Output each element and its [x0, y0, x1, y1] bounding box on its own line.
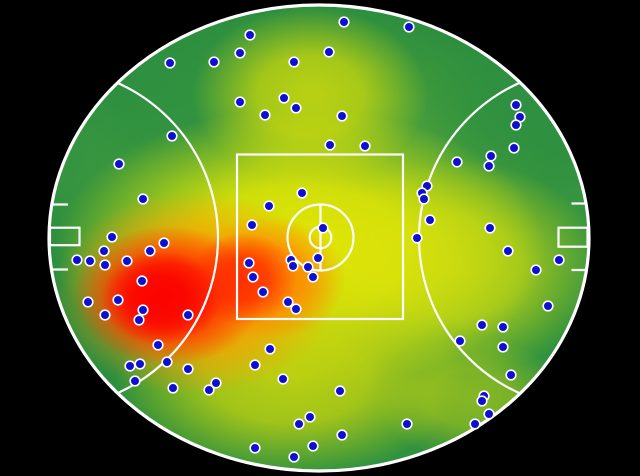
event-dot [99, 309, 111, 321]
event-dot [505, 369, 517, 381]
event-dot [530, 264, 542, 276]
event-dot [510, 99, 522, 111]
event-dot [502, 245, 514, 257]
event-dots [71, 16, 565, 463]
event-dot [336, 429, 348, 441]
event-dot [403, 21, 415, 33]
event-dot [182, 309, 194, 321]
event-dot [249, 359, 261, 371]
event-dot [542, 300, 554, 312]
event-dot [182, 363, 194, 375]
event-dot [164, 57, 176, 69]
event-dot [234, 96, 246, 108]
event-dot [82, 296, 94, 308]
event-dot [476, 395, 488, 407]
heat-blob [192, 7, 428, 183]
event-dot [264, 343, 276, 355]
event-dot [424, 214, 436, 226]
event-dot [476, 319, 488, 331]
event-dot [158, 237, 170, 249]
event-dot [484, 222, 496, 234]
event-dot [287, 260, 299, 272]
event-dot [208, 56, 220, 68]
event-dot [106, 231, 118, 243]
event-dot [497, 321, 509, 333]
event-dot [483, 160, 495, 172]
event-dot [99, 259, 111, 271]
heat-blob [420, 17, 589, 193]
event-dot [307, 271, 319, 283]
event-dot [288, 451, 300, 463]
event-dot [244, 29, 256, 41]
event-dot [278, 92, 290, 104]
event-dot [302, 261, 314, 273]
event-dot [259, 109, 271, 121]
event-dot [324, 139, 336, 151]
boundary-line [47, 3, 591, 473]
event-dot [210, 377, 222, 389]
event-dot [129, 375, 141, 387]
event-dot [323, 46, 335, 58]
event-dot [152, 339, 164, 351]
event-dot [113, 158, 125, 170]
event-dot [485, 150, 497, 162]
event-dot [134, 358, 146, 370]
event-dot [137, 304, 149, 316]
event-dot [359, 140, 371, 152]
event-dot [133, 314, 145, 326]
event-dot [277, 373, 289, 385]
event-dot [510, 119, 522, 131]
event-dot [167, 382, 179, 394]
event-dot [304, 411, 316, 423]
heat-blob [101, 251, 221, 345]
event-dot [71, 254, 83, 266]
event-dot [336, 110, 348, 122]
event-dot [84, 255, 96, 267]
event-dot [124, 360, 136, 372]
center-square [235, 153, 405, 321]
event-dot [247, 271, 259, 283]
event-dot [234, 47, 246, 59]
event-dot [98, 245, 110, 257]
event-dot [418, 193, 430, 205]
event-dot [282, 296, 294, 308]
event-dot [334, 385, 346, 397]
event-dot [144, 245, 156, 257]
event-dot [553, 254, 565, 266]
event-dot [263, 200, 275, 212]
event-dot [161, 356, 173, 368]
event-dot [296, 187, 308, 199]
event-dot [451, 156, 463, 168]
event-dot [290, 303, 302, 315]
event-dot [121, 255, 133, 267]
event-dot [246, 219, 258, 231]
event-dot [497, 341, 509, 353]
event-dot [483, 408, 495, 420]
event-dot [137, 193, 149, 205]
event-dot [203, 384, 215, 396]
event-dot [338, 16, 350, 28]
event-dot [112, 294, 124, 306]
event-dot [293, 418, 305, 430]
event-dot [401, 418, 413, 430]
event-dot [166, 130, 178, 142]
event-dot [508, 142, 520, 154]
event-dot [307, 440, 319, 452]
event-dot [288, 56, 300, 68]
event-dot [257, 286, 269, 298]
event-dot [454, 335, 466, 347]
event-dot [136, 275, 148, 287]
event-dot [411, 232, 423, 244]
fifty-metre-arc [49, 66, 220, 410]
event-dot [249, 442, 261, 454]
event-dot [312, 252, 324, 264]
event-dot [317, 222, 329, 234]
event-dot [290, 102, 302, 114]
event-dot [469, 418, 481, 430]
event-dot [243, 257, 255, 269]
